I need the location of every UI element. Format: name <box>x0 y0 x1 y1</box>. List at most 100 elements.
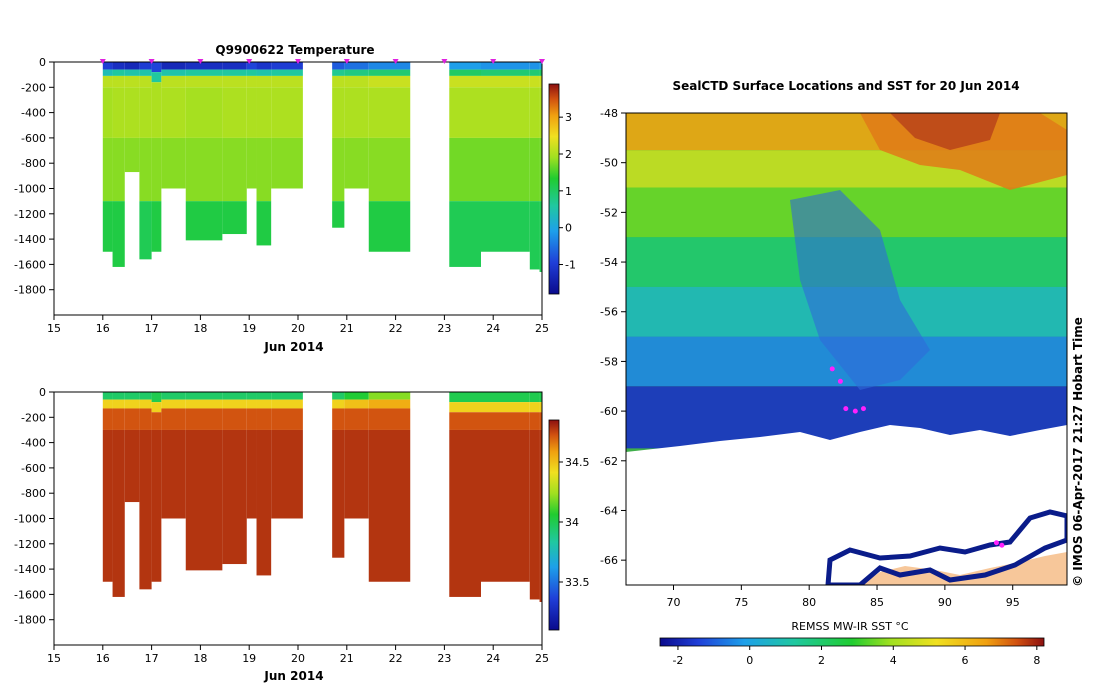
profile-cell <box>185 137 223 202</box>
x-tick-label: 21 <box>340 322 354 335</box>
profile-cell <box>124 429 140 503</box>
colorbar-tick-label: -1 <box>565 259 576 272</box>
profile-cell <box>271 429 303 519</box>
x-tick-label: 19 <box>242 322 256 335</box>
profile-cell <box>124 137 140 173</box>
x-tick-label: 22 <box>389 322 403 335</box>
profile-cell <box>139 408 152 430</box>
profile-cell <box>124 408 140 430</box>
profile-cell <box>449 69 481 76</box>
colorbar-label: REMSS MW-IR SST °C <box>791 620 909 633</box>
profile-cell <box>449 75 481 88</box>
x-tick-label: 17 <box>145 322 159 335</box>
profile-cell <box>332 201 345 228</box>
x-tick-label: 20 <box>291 652 305 665</box>
profile-cell <box>185 62 223 70</box>
sst-colorbar-tick-label: 4 <box>890 654 897 667</box>
sst-colorbar-ticks: -2 0 2 4 6 8 <box>672 646 1040 667</box>
profile-cell <box>139 62 152 70</box>
x-tick-label: 20 <box>291 322 305 335</box>
profile-cell <box>222 137 247 202</box>
profile-cell <box>449 87 481 138</box>
profile-cell <box>256 429 272 576</box>
profile-cell <box>368 429 411 582</box>
profile-cell <box>151 72 162 83</box>
y-tick-label: -400 <box>21 107 46 120</box>
profile-cell <box>271 69 303 76</box>
profile-cell <box>332 75 345 88</box>
hot-core <box>890 113 1000 150</box>
y-tick-label: -1600 <box>14 588 46 601</box>
profile-cell <box>256 137 272 202</box>
temperature-panel: Q9900622 Temperature 15 16 17 18 19 20 21 22 23 2… <box>14 43 576 354</box>
x-tick-label: 18 <box>193 652 207 665</box>
profile-marker <box>441 59 448 64</box>
profile-cell <box>256 408 272 430</box>
profile-cell <box>332 69 345 76</box>
profile-cell <box>256 399 272 409</box>
profile-cell <box>102 392 113 400</box>
antarctic-coast <box>862 552 1067 585</box>
y-tick-label: -1800 <box>14 284 46 297</box>
seal-location-marker <box>999 542 1005 548</box>
profile-cell <box>332 62 345 70</box>
profile-cell <box>449 412 481 430</box>
profile-cell <box>246 87 257 138</box>
colorbar-tick-label: 0 <box>565 222 572 235</box>
map-x-tick-label: 75 <box>734 596 748 609</box>
profile-cell <box>112 75 125 88</box>
profile-cell <box>256 201 272 246</box>
profile-cell <box>529 87 540 138</box>
map-x-tick-label: 95 <box>1006 596 1020 609</box>
profile-cell <box>124 87 140 138</box>
profile-cell <box>112 392 125 400</box>
profile-cell <box>368 75 411 88</box>
sst-colorbar-tick-label: 6 <box>962 654 969 667</box>
profile-cell <box>529 62 540 70</box>
profile-cell <box>222 87 247 138</box>
map-y-tick-label: -58 <box>600 355 618 368</box>
profile-cell <box>246 392 257 400</box>
profile-cell <box>139 392 152 400</box>
profile-cell <box>151 402 162 413</box>
profile-markers <box>99 59 545 64</box>
sst-colorbar-tick-label: -2 <box>672 654 683 667</box>
profile-cell <box>161 87 186 138</box>
profile-cell <box>151 392 162 403</box>
profile-cell <box>368 408 411 430</box>
sst-colorbar-tick-label: 2 <box>818 654 825 667</box>
y-tick-label: -800 <box>21 157 46 170</box>
seal-location-marker <box>993 540 999 546</box>
profile-cell <box>344 62 369 70</box>
colorbar-tick-label: 33.5 <box>565 576 590 589</box>
y-tick-label: -200 <box>21 81 46 94</box>
profile-cell <box>481 412 530 430</box>
map-frame <box>625 112 1068 586</box>
profile-cell <box>332 408 345 430</box>
profile-cell <box>529 137 540 202</box>
profile-cell <box>481 62 530 70</box>
profile-cell <box>161 392 186 400</box>
profile-cell <box>481 392 530 403</box>
profile-cell <box>124 62 140 70</box>
profile-cell <box>185 399 223 409</box>
profile-cell <box>161 429 186 519</box>
map-title: SealCTD Surface Locations and SST for 20… <box>672 79 1019 93</box>
profile-cell <box>185 75 223 88</box>
profile-cell <box>112 408 125 430</box>
x-tick-label: 18 <box>193 322 207 335</box>
profile-cell <box>368 87 411 138</box>
map-y-tick-label: -50 <box>600 157 618 170</box>
profile-marker <box>197 59 204 64</box>
profile-cell <box>481 75 530 88</box>
x-tick-label: 24 <box>486 652 500 665</box>
profile-cell <box>124 392 140 400</box>
map-x-tick-label: 80 <box>802 596 816 609</box>
profile-cell <box>161 408 186 430</box>
seal-location-marker <box>829 366 835 372</box>
x-tick-label: 19 <box>242 652 256 665</box>
profile-cell <box>271 392 303 400</box>
profile-cell <box>256 75 272 88</box>
profile-cell <box>529 75 540 88</box>
profile-cell <box>222 201 247 235</box>
